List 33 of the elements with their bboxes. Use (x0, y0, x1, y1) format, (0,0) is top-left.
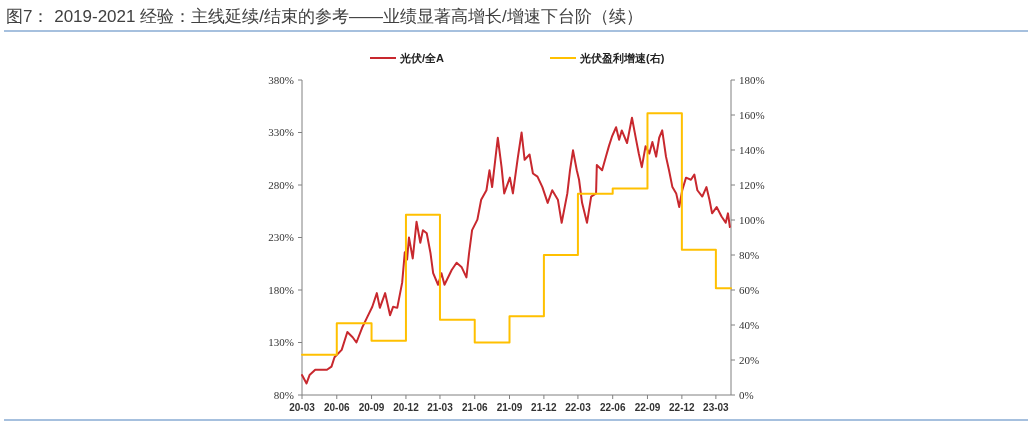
y2-tick-label: 140% (739, 143, 765, 156)
y2-tick-label: 160% (739, 108, 765, 121)
y-tick-label: 280% (268, 178, 294, 191)
y-tick-label: 180% (268, 283, 294, 296)
x-tick-label: 21-06 (461, 402, 488, 413)
x-tick-label: 23-03 (703, 402, 730, 413)
y2-tick-label: 120% (739, 178, 765, 191)
x-tick-label: 22-06 (599, 402, 626, 413)
y-tick-label: 380% (268, 73, 294, 86)
y-tick-label: 230% (268, 231, 294, 244)
x-tick-label: 20-06 (323, 402, 350, 413)
y2-tick-label: 0% (739, 388, 754, 401)
legend-label: 光伏/全A (399, 51, 445, 64)
x-tick-label: 22-09 (634, 402, 661, 413)
y-tick-label: 80% (273, 388, 294, 401)
y2-tick-label: 40% (739, 318, 760, 331)
x-tick-label: 20-03 (289, 402, 316, 413)
y2-tick-label: 180% (739, 73, 765, 86)
x-tick-label: 20-12 (393, 402, 420, 413)
y2-tick-label: 100% (739, 213, 765, 226)
x-tick-label: 22-12 (669, 402, 696, 413)
x-tick-label: 22-03 (565, 402, 592, 413)
y2-tick-label: 80% (739, 248, 760, 261)
chart-title: 图7： 2019-2021 经验：主线延续/结束的参考——业绩显著高增长/增速下台阶（续） (6, 7, 643, 26)
x-tick-label: 21-09 (496, 402, 523, 413)
y2-tick-label: 20% (739, 353, 760, 366)
x-tick-label: 21-03 (427, 402, 454, 413)
y2-tick-label: 60% (739, 283, 760, 296)
x-tick-label: 21-12 (531, 402, 558, 413)
legend-label: 光伏盈利增速(右) (579, 51, 665, 64)
y-tick-label: 330% (268, 126, 294, 139)
x-tick-label: 20-09 (358, 402, 385, 413)
y-tick-label: 130% (268, 336, 294, 349)
